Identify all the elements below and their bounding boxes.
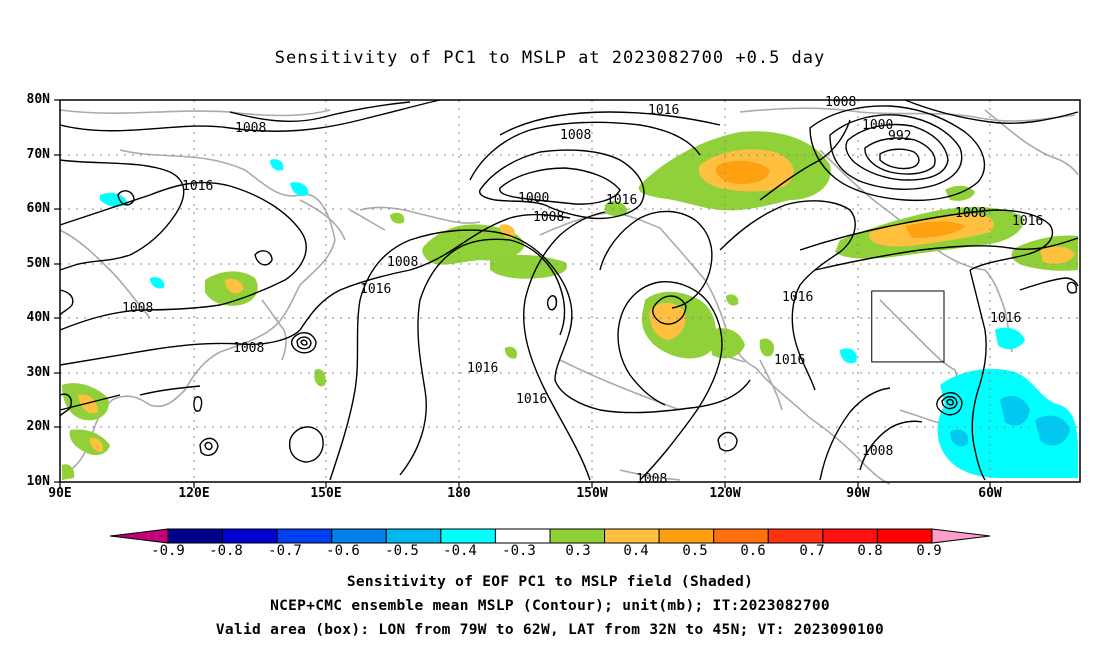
caption-shading: Sensitivity of EOF PC1 to MSLP field (Sh…: [346, 574, 754, 590]
lon-label: 180: [447, 486, 471, 501]
colorbar-swatch: [167, 528, 224, 544]
contour-label: 1016: [1012, 214, 1043, 229]
colorbar-label: -0.6: [326, 543, 360, 559]
colorbar-label: -0.4: [443, 543, 477, 559]
caption-valid-area: Valid area (box): LON from 79W to 62W, L…: [215, 622, 885, 638]
lon-label: 120E: [178, 486, 210, 501]
colorbar-label: 0.8: [857, 543, 883, 559]
sensitivity-shading: [62, 131, 1078, 480]
colorbar-label: 0.4: [623, 543, 649, 559]
colorbar-swatch: [549, 528, 606, 544]
contour-labels: 1008 1016 1008 1008 1016 1008 1000 1008 …: [122, 95, 1043, 487]
lat-label: 20N: [26, 419, 50, 434]
colorbar-swatch: [222, 528, 278, 544]
colorbar-label: -0.9: [151, 543, 185, 559]
lat-label: 40N: [26, 310, 50, 325]
lon-label: 90E: [48, 486, 72, 501]
contour-label: 1008: [122, 301, 153, 316]
contour-label: 1016: [606, 193, 637, 208]
colorbar-label: 0.3: [565, 543, 591, 559]
colorbar-swatch: [385, 528, 442, 544]
colorbar: [109, 528, 991, 544]
contour-label: 1016: [782, 290, 813, 305]
colorbar-swatch: [494, 528, 551, 544]
colorbar-label: 0.7: [799, 543, 825, 559]
colorbar-label: -0.5: [385, 543, 419, 559]
contour-label: 1008: [387, 255, 418, 270]
colorbar-swatch: [767, 528, 824, 544]
colorbar-label: 0.6: [740, 543, 766, 559]
colorbar-swatch: [876, 528, 933, 544]
contour-label: 1008: [825, 95, 856, 110]
colorbar-arrow-high: [931, 528, 991, 544]
valid-area-box: [871, 290, 945, 363]
colorbar-label: -0.3: [502, 543, 536, 559]
caption-contour: NCEP+CMC ensemble mean MSLP (Contour); u…: [270, 598, 830, 614]
contour-label: 1016: [467, 361, 498, 376]
lon-label: 60W: [978, 486, 1002, 501]
contour-label: 1008: [533, 210, 564, 225]
contour-label: 1016: [182, 179, 213, 194]
contour-label: 1008: [636, 472, 667, 487]
colorbar-swatch: [276, 528, 333, 544]
lat-label: 60N: [26, 201, 50, 216]
colorbar-swatch: [658, 528, 715, 544]
contour-label: 1008: [235, 121, 266, 136]
contour-label: 1008: [560, 128, 591, 143]
contour-label: 1000: [518, 191, 549, 206]
contour-label: 1016: [360, 282, 391, 297]
contour-label: 1016: [774, 353, 805, 368]
colorbar-label: -0.7: [268, 543, 302, 559]
lon-label: 120W: [709, 486, 741, 501]
colorbar-swatch: [604, 528, 660, 544]
colorbar-swatch: [713, 528, 769, 544]
colorbar-arrow-low: [109, 528, 169, 544]
contour-label: 1000: [862, 118, 893, 133]
colorbar-swatch: [331, 528, 387, 544]
map-frame: [59, 99, 1081, 483]
colorbar-label: -0.8: [209, 543, 243, 559]
colorbar-swatch: [822, 528, 878, 544]
colorbar-label: 0.5: [682, 543, 708, 559]
colorbar-label: 0.9: [916, 543, 942, 559]
contour-label: 1016: [990, 311, 1021, 326]
contour-label: 1016: [648, 103, 679, 118]
lon-label: 90W: [846, 486, 870, 501]
grid-lines: [60, 100, 1080, 482]
contour-label: 1008: [862, 444, 893, 459]
lat-label: 30N: [26, 365, 50, 380]
axis-ticks: [54, 99, 991, 488]
lat-label: 50N: [26, 256, 50, 271]
contour-label: 992: [888, 129, 911, 144]
map-title: Sensitivity of PC1 to MSLP at 2023082700…: [274, 48, 826, 68]
mslp-contours: [59, 99, 1079, 481]
contour-label: 1016: [516, 392, 547, 407]
lat-label: 10N: [26, 474, 50, 489]
lat-label: 80N: [26, 92, 50, 107]
colorbar-swatch: [440, 528, 496, 544]
lat-label: 70N: [26, 147, 50, 162]
lon-label: 150E: [310, 486, 342, 501]
lon-label: 150W: [576, 486, 608, 501]
contour-label: 1008: [233, 341, 264, 356]
contour-label: 1008: [955, 206, 986, 221]
